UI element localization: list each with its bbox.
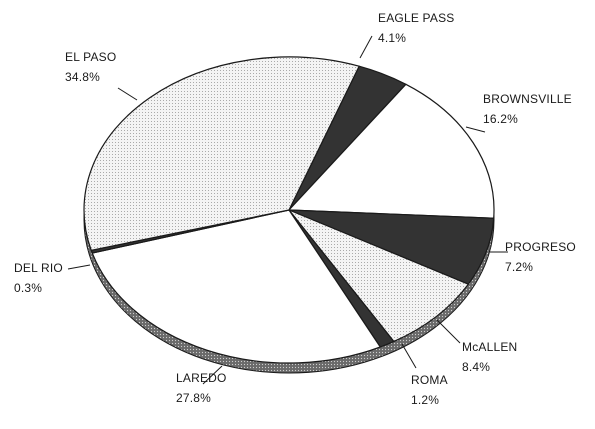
pie-slices <box>83 56 495 364</box>
slice-label-brownsville: BROWNSVILLE <box>483 92 572 106</box>
leader-line-brownsville <box>465 126 486 133</box>
pie-slice-laredo <box>91 209 381 364</box>
slice-value-roma: 1.2% <box>411 393 439 407</box>
slice-label-roma: ROMA <box>411 373 448 387</box>
slice-value-del-rio: 0.3% <box>14 281 42 295</box>
slice-label-laredo: LAREDO <box>176 371 227 385</box>
leader-line-eagle-pass <box>359 35 373 59</box>
leader-line-mcallen <box>436 319 461 344</box>
leader-line-roma <box>401 343 417 369</box>
leader-line-del-rio <box>67 264 91 270</box>
slice-label-eagle-pass: EAGLE PASS <box>378 11 454 25</box>
slice-value-progreso: 7.2% <box>505 260 533 274</box>
pie-slice-mcallen <box>288 209 469 343</box>
pie-slice-el-paso <box>83 56 360 251</box>
slice-label-progreso: PROGRESO <box>505 240 576 254</box>
slice-label-del-rio: DEL RIO <box>14 261 63 275</box>
slice-label-el-paso: EL PASO <box>65 50 116 64</box>
pie-labels: EAGLE PASS 4.1% BROWNSVILLE 16.2% PROGRESO 7.… <box>14 11 576 407</box>
slice-value-eagle-pass: 4.1% <box>378 31 406 45</box>
leader-line-el-paso <box>117 87 138 101</box>
slice-value-el-paso: 34.8% <box>65 70 100 84</box>
pie-slice-brownsville <box>288 83 495 219</box>
slice-value-brownsville: 16.2% <box>483 112 518 126</box>
slice-value-laredo: 27.8% <box>176 391 211 405</box>
slice-value-mcallen: 8.4% <box>462 360 490 374</box>
leader-line-laredo <box>202 365 223 385</box>
pie-leader-lines <box>67 35 508 385</box>
slice-label-mcallen: McALLEN <box>462 340 517 354</box>
